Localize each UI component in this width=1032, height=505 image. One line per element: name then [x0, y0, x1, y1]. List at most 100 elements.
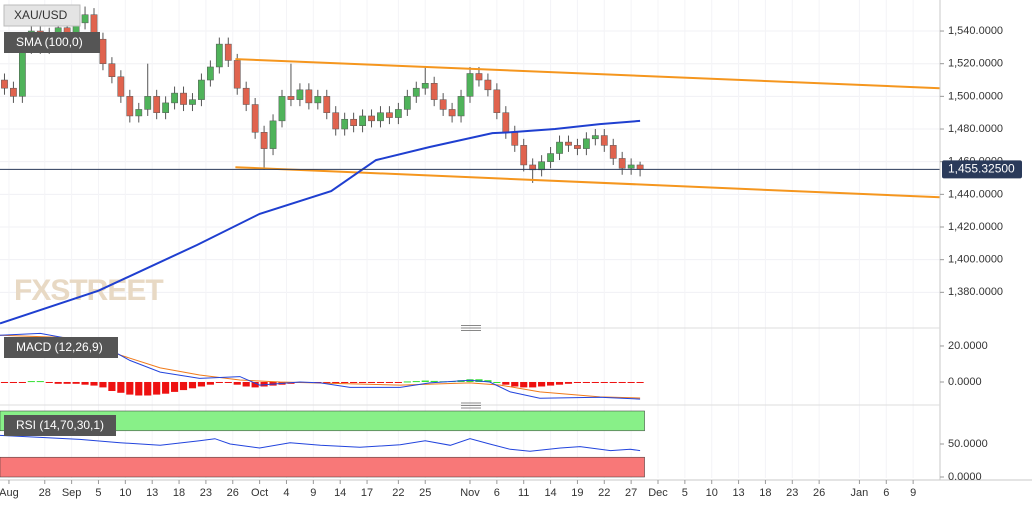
macd-histogram-bar — [72, 381, 80, 384]
candle-body — [296, 89, 304, 100]
candle-body — [10, 87, 17, 97]
y-tick-label: 1,500.0000 — [948, 90, 1003, 102]
y-tick-label: 20.0000 — [948, 340, 988, 352]
y-tick-label: 0.0000 — [948, 376, 982, 388]
candle-body — [81, 14, 89, 24]
candle-body — [484, 79, 492, 91]
macd-histogram-bar — [18, 381, 26, 383]
macd-histogram-bar — [546, 381, 555, 386]
x-tick-label: 10 — [706, 487, 718, 499]
x-tick-label: Sep — [62, 487, 82, 499]
x-tick-label: 27 — [625, 487, 637, 499]
y-tick-label: 0.0000 — [948, 471, 982, 483]
x-tick-label: 6 — [494, 487, 500, 499]
x-tick-label: 26 — [227, 487, 239, 499]
candle-body — [153, 96, 161, 113]
x-tick-label: 25 — [419, 487, 431, 499]
x-tick-label: Jan — [851, 487, 869, 499]
macd-histogram-bar — [591, 381, 599, 383]
indicator-title: MACD (12,26,9) — [16, 340, 103, 354]
x-tick-label: Oct — [251, 487, 268, 499]
candle-body — [466, 73, 474, 97]
candle-body — [314, 96, 322, 104]
x-tick-label: 13 — [732, 487, 744, 499]
macd-histogram-bar — [430, 380, 438, 382]
x-tick-label: 23 — [200, 487, 212, 499]
resize-handle[interactable] — [461, 402, 481, 409]
last-price-label: 1,455.32500 — [948, 161, 1015, 175]
candle-body — [162, 102, 170, 113]
x-tick-label: 14 — [334, 487, 346, 499]
symbol-title: XAU/USD — [14, 8, 68, 22]
macd-histogram-bar — [627, 381, 635, 383]
trendline — [235, 58, 941, 90]
symbol-box — [3, 4, 81, 27]
y-tick-label: 1,380.0000 — [948, 286, 1003, 298]
candle-body — [171, 92, 178, 104]
candle-body — [305, 89, 313, 104]
candle-body — [233, 60, 241, 89]
legend-entry: SMA (100,0) — [16, 35, 83, 49]
macd-histogram-bar — [251, 381, 259, 388]
candle-body — [287, 96, 295, 100]
candle-body — [206, 66, 214, 81]
macd-histogram-bar — [394, 381, 402, 383]
macd-histogram-bar — [350, 381, 358, 383]
macd-histogram-bar — [117, 381, 125, 393]
candle-body — [135, 109, 143, 117]
macd-histogram-bar — [162, 381, 170, 394]
candle-body — [412, 87, 420, 97]
candle-body — [591, 135, 599, 140]
macd-histogram-bar — [206, 381, 214, 385]
candle-body — [341, 118, 349, 130]
y-tick-label: 1,440.0000 — [948, 188, 1003, 200]
macd-histogram-bar — [358, 381, 367, 383]
candle-body — [224, 43, 232, 61]
macd-histogram-bar — [9, 381, 18, 383]
x-tick-label: 9 — [310, 487, 316, 499]
macd-histogram-bar — [63, 381, 71, 384]
candle-body — [439, 99, 447, 110]
candle-body — [538, 161, 546, 171]
candle-body — [627, 164, 635, 169]
x-tick-label: Aug — [0, 487, 19, 499]
macd-histogram-bar — [27, 381, 35, 383]
y-tick-label: 1,520.0000 — [948, 58, 1003, 70]
macd-histogram-bar — [376, 381, 385, 383]
resize-handle[interactable] — [461, 325, 481, 331]
x-tick-label: 17 — [361, 487, 373, 499]
candle-body — [582, 138, 590, 149]
macd-histogram-bar — [502, 381, 510, 385]
macd-histogram-bar — [90, 381, 98, 386]
candle-body — [475, 73, 483, 81]
candle-body — [251, 104, 259, 133]
candle-body — [278, 96, 286, 122]
macd-histogram-bar — [81, 381, 89, 385]
candle-body — [394, 109, 402, 118]
y-tick-label: 1,540.0000 — [948, 25, 1003, 37]
candle-body — [368, 115, 375, 122]
macd-histogram-bar — [341, 381, 349, 383]
sma-line — [0, 119, 641, 325]
macd-histogram-bar — [555, 381, 564, 385]
macd-histogram-bar — [260, 381, 268, 387]
rsi-line — [0, 434, 641, 452]
macd-histogram-bar — [564, 381, 573, 384]
y-tick-label: 1,420.0000 — [948, 221, 1003, 233]
macd-histogram-bar — [332, 381, 340, 383]
candle-body — [1, 79, 8, 89]
last-price-box — [942, 160, 1022, 179]
macd-histogram-bar — [412, 381, 420, 383]
macd-histogram-bar — [538, 381, 546, 387]
indicator-box — [4, 415, 116, 436]
x-tick-label: 5 — [682, 487, 688, 499]
candle-body — [574, 145, 581, 149]
macd-histogram-bar — [108, 381, 116, 391]
x-tick-label: 23 — [786, 487, 798, 499]
candle-body — [180, 92, 187, 105]
rsi-zone — [0, 456, 645, 478]
candle-body — [511, 132, 519, 146]
macd-histogram-bar — [484, 380, 492, 382]
x-tick-label: Nov — [460, 487, 480, 499]
macd-histogram-bar — [609, 381, 617, 383]
